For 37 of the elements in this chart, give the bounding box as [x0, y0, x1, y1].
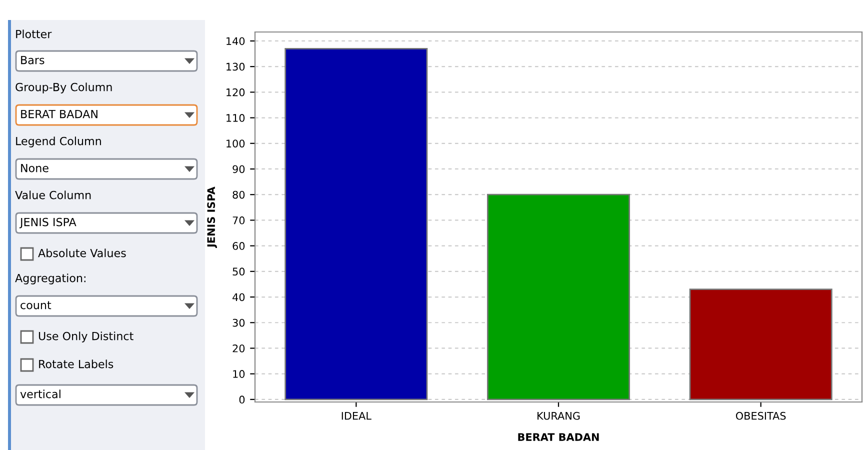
- text: None: [21, 164, 48, 172]
- text: count: [20, 301, 52, 310]
- bar: [486, 194, 630, 400]
- y-tick-label: 20: [232, 344, 245, 352]
- text: Absolute Values: [38, 248, 126, 258]
- y-tick-label: 80: [232, 190, 245, 199]
- x-axis-title: BERAT BADAN: [518, 433, 599, 441]
- text: Plotter: [16, 30, 52, 38]
- y-tick-label: 130: [226, 62, 245, 71]
- text: JENIS ISPA: [19, 218, 76, 228]
- y-tick-label: 140: [226, 37, 245, 46]
- y-tick-label: 90: [232, 165, 245, 174]
- y-tick-label: 40: [232, 293, 245, 302]
- bar: [284, 48, 428, 400]
- y-tick-label: 120: [226, 88, 245, 96]
- bar: [689, 288, 832, 400]
- y-tick-label: 30: [232, 318, 245, 327]
- text: Use Only Distinct: [38, 332, 134, 342]
- y-tick-label: 70: [232, 216, 245, 224]
- x-tick-label: KURANG: [538, 412, 580, 420]
- y-tick-label: 50: [232, 268, 245, 276]
- text: vertical: [20, 390, 60, 398]
- x-tick-label: OBESITAS: [736, 412, 786, 420]
- text: Aggregation:: [15, 274, 86, 284]
- text: Legend Column: [16, 136, 101, 148]
- y-tick-label: 0: [239, 396, 245, 404]
- text: Rotate Labels: [39, 360, 114, 368]
- y-tick-label: 60: [232, 242, 245, 250]
- text: Group-By Column: [16, 82, 112, 94]
- text: BERAT BADAN: [21, 110, 98, 118]
- text: Value Column: [15, 190, 91, 200]
- y-tick-label: 10: [233, 370, 245, 378]
- y-tick-label: 100: [226, 140, 245, 148]
- y-tick-label: 110: [226, 114, 245, 122]
- y-axis-title: JENIS ISPA: [207, 186, 217, 248]
- x-tick-label: IDEAL: [342, 412, 372, 420]
- text: Bars: [21, 56, 44, 64]
